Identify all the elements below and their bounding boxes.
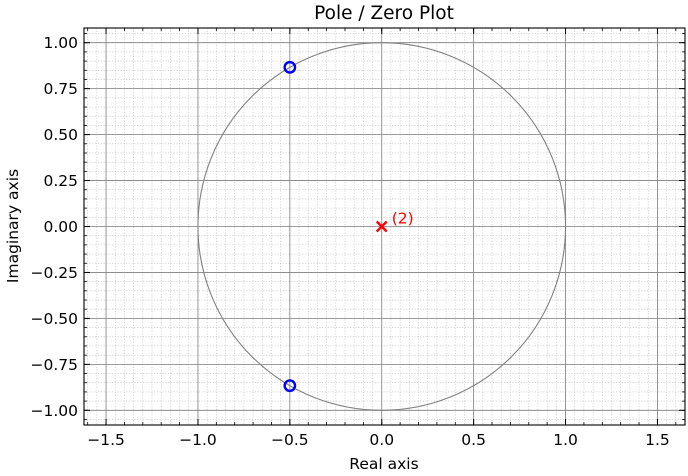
grid	[84, 28, 686, 425]
unit-circle-layer	[197, 42, 567, 411]
y-axis-label: Imaginary axis	[4, 169, 22, 283]
y-tick-label: 0.50	[43, 126, 78, 144]
y-tick-label: −0.75	[31, 356, 79, 374]
x-tick-label: −1.5	[87, 431, 125, 449]
x-tick-label: 1.0	[553, 431, 578, 449]
y-tick-label: −0.50	[31, 310, 79, 328]
ticks: −1.5 −1.0 −0.5 0.0 0.5 1.0 1.5 1.00 0.75 0.50 0.25…	[31, 28, 685, 449]
y-tick-label: −0.25	[31, 264, 79, 282]
markers: (2)	[283, 60, 414, 393]
x-tick-label: 0.5	[461, 431, 486, 449]
y-tick-label: 0.25	[43, 172, 78, 190]
pole-marker	[375, 220, 388, 233]
pole-stroke	[375, 220, 388, 233]
y-tick-label: 0.00	[43, 218, 78, 236]
x-tick-label: 0.0	[369, 431, 394, 449]
x-tick-label: −0.5	[271, 431, 309, 449]
multiplicity-annotation: (2)	[392, 210, 414, 228]
chart-title: Pole / Zero Plot	[314, 3, 454, 24]
unit-circle	[197, 42, 567, 411]
x-tick-label: −1.0	[179, 431, 217, 449]
y-tick-label: −1.00	[31, 402, 79, 420]
y-tick-label: 1.00	[43, 34, 78, 52]
x-tick-label: 1.5	[645, 431, 670, 449]
y-tick-label: 0.75	[43, 80, 78, 98]
zero-marker	[283, 379, 297, 393]
x-axis-label: Real axis	[349, 455, 418, 473]
zero-marker	[283, 60, 297, 74]
